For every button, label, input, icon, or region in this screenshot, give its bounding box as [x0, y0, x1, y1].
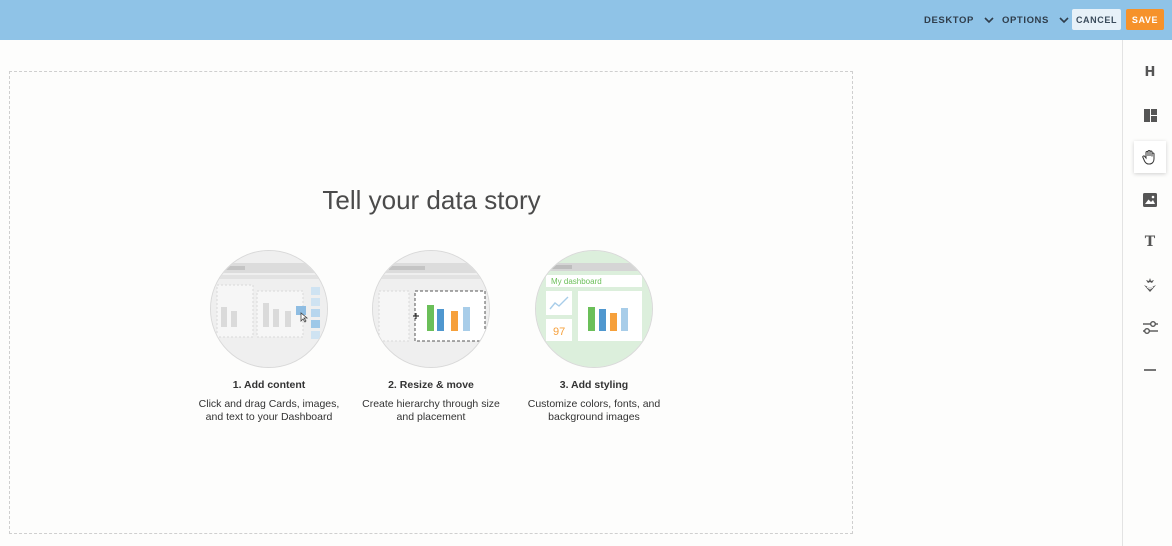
step-desc-line: and text to your Dashboard — [205, 411, 333, 423]
step-desc-line: Customize colors, fonts, and — [527, 398, 661, 410]
step-add-content: 1. Add content Click and drag Cards, ima… — [184, 250, 354, 424]
resize-move-illustration — [372, 250, 490, 368]
step-desc-line: Click and drag Cards, images, — [198, 398, 340, 410]
cancel-button[interactable]: CANCEL — [1072, 9, 1121, 30]
top-bar: DESKTOP OPTIONS CANCEL SAVE — [0, 0, 1172, 40]
step-title: 2. Resize & move — [388, 379, 474, 391]
sidebar-item-cards[interactable] — [1134, 141, 1166, 173]
add-content-illustration — [210, 250, 328, 368]
save-button[interactable]: SAVE — [1126, 9, 1164, 30]
step-title: 1. Add content — [232, 379, 306, 391]
step-description: Create hierarchy through size and placem… — [346, 398, 516, 424]
sidebar-item-text[interactable]: T — [1134, 226, 1166, 258]
dashboard-title-text: My dashboard — [551, 277, 602, 286]
step-desc-line: and placement — [396, 411, 466, 423]
desktop-view-dropdown[interactable]: DESKTOP — [924, 0, 994, 40]
sidebar-item-divider[interactable] — [1134, 354, 1166, 386]
image-icon — [1143, 193, 1157, 207]
step-desc-line: Create hierarchy through size — [362, 398, 500, 410]
sidebar-item-image[interactable] — [1134, 184, 1166, 216]
sidebar-item-layout[interactable] — [1134, 99, 1166, 131]
options-label: OPTIONS — [1002, 14, 1049, 26]
header-h-icon: H — [1144, 64, 1156, 80]
step-description: Customize colors, fonts, and background … — [509, 398, 679, 424]
step-add-styling: My dashboard 97 3. Add styling Customize… — [509, 250, 679, 424]
layout-icon — [1143, 108, 1157, 122]
sparkle-effects-icon — [1144, 278, 1156, 292]
add-styling-illustration: My dashboard 97 — [535, 250, 653, 368]
step-description: Click and drag Cards, images, and text t… — [184, 398, 354, 424]
content-sidebar: H T — [1122, 40, 1172, 546]
divider-line-icon — [1144, 369, 1156, 371]
dashboard-canvas-dropzone[interactable] — [9, 71, 853, 534]
step-title: 3. Add styling — [559, 379, 629, 391]
chevron-down-icon — [1059, 17, 1069, 24]
text-t-icon: T — [1144, 234, 1156, 250]
desktop-label: DESKTOP — [924, 14, 974, 26]
step-desc-line: background images — [548, 411, 640, 423]
empty-state-headline: Tell your data story — [322, 185, 541, 215]
sidebar-item-filters[interactable] — [1134, 311, 1166, 343]
chevron-down-icon — [984, 17, 994, 24]
sidebar-item-header[interactable]: H — [1134, 56, 1166, 88]
hand-grab-icon — [1142, 150, 1155, 165]
options-dropdown[interactable]: OPTIONS — [1002, 0, 1069, 40]
sidebar-item-effects[interactable] — [1134, 269, 1166, 301]
step-resize-move: 2. Resize & move Create hierarchy throug… — [346, 250, 516, 424]
kpi-value-text: 97 — [553, 326, 565, 338]
sliders-icon — [1142, 320, 1158, 334]
